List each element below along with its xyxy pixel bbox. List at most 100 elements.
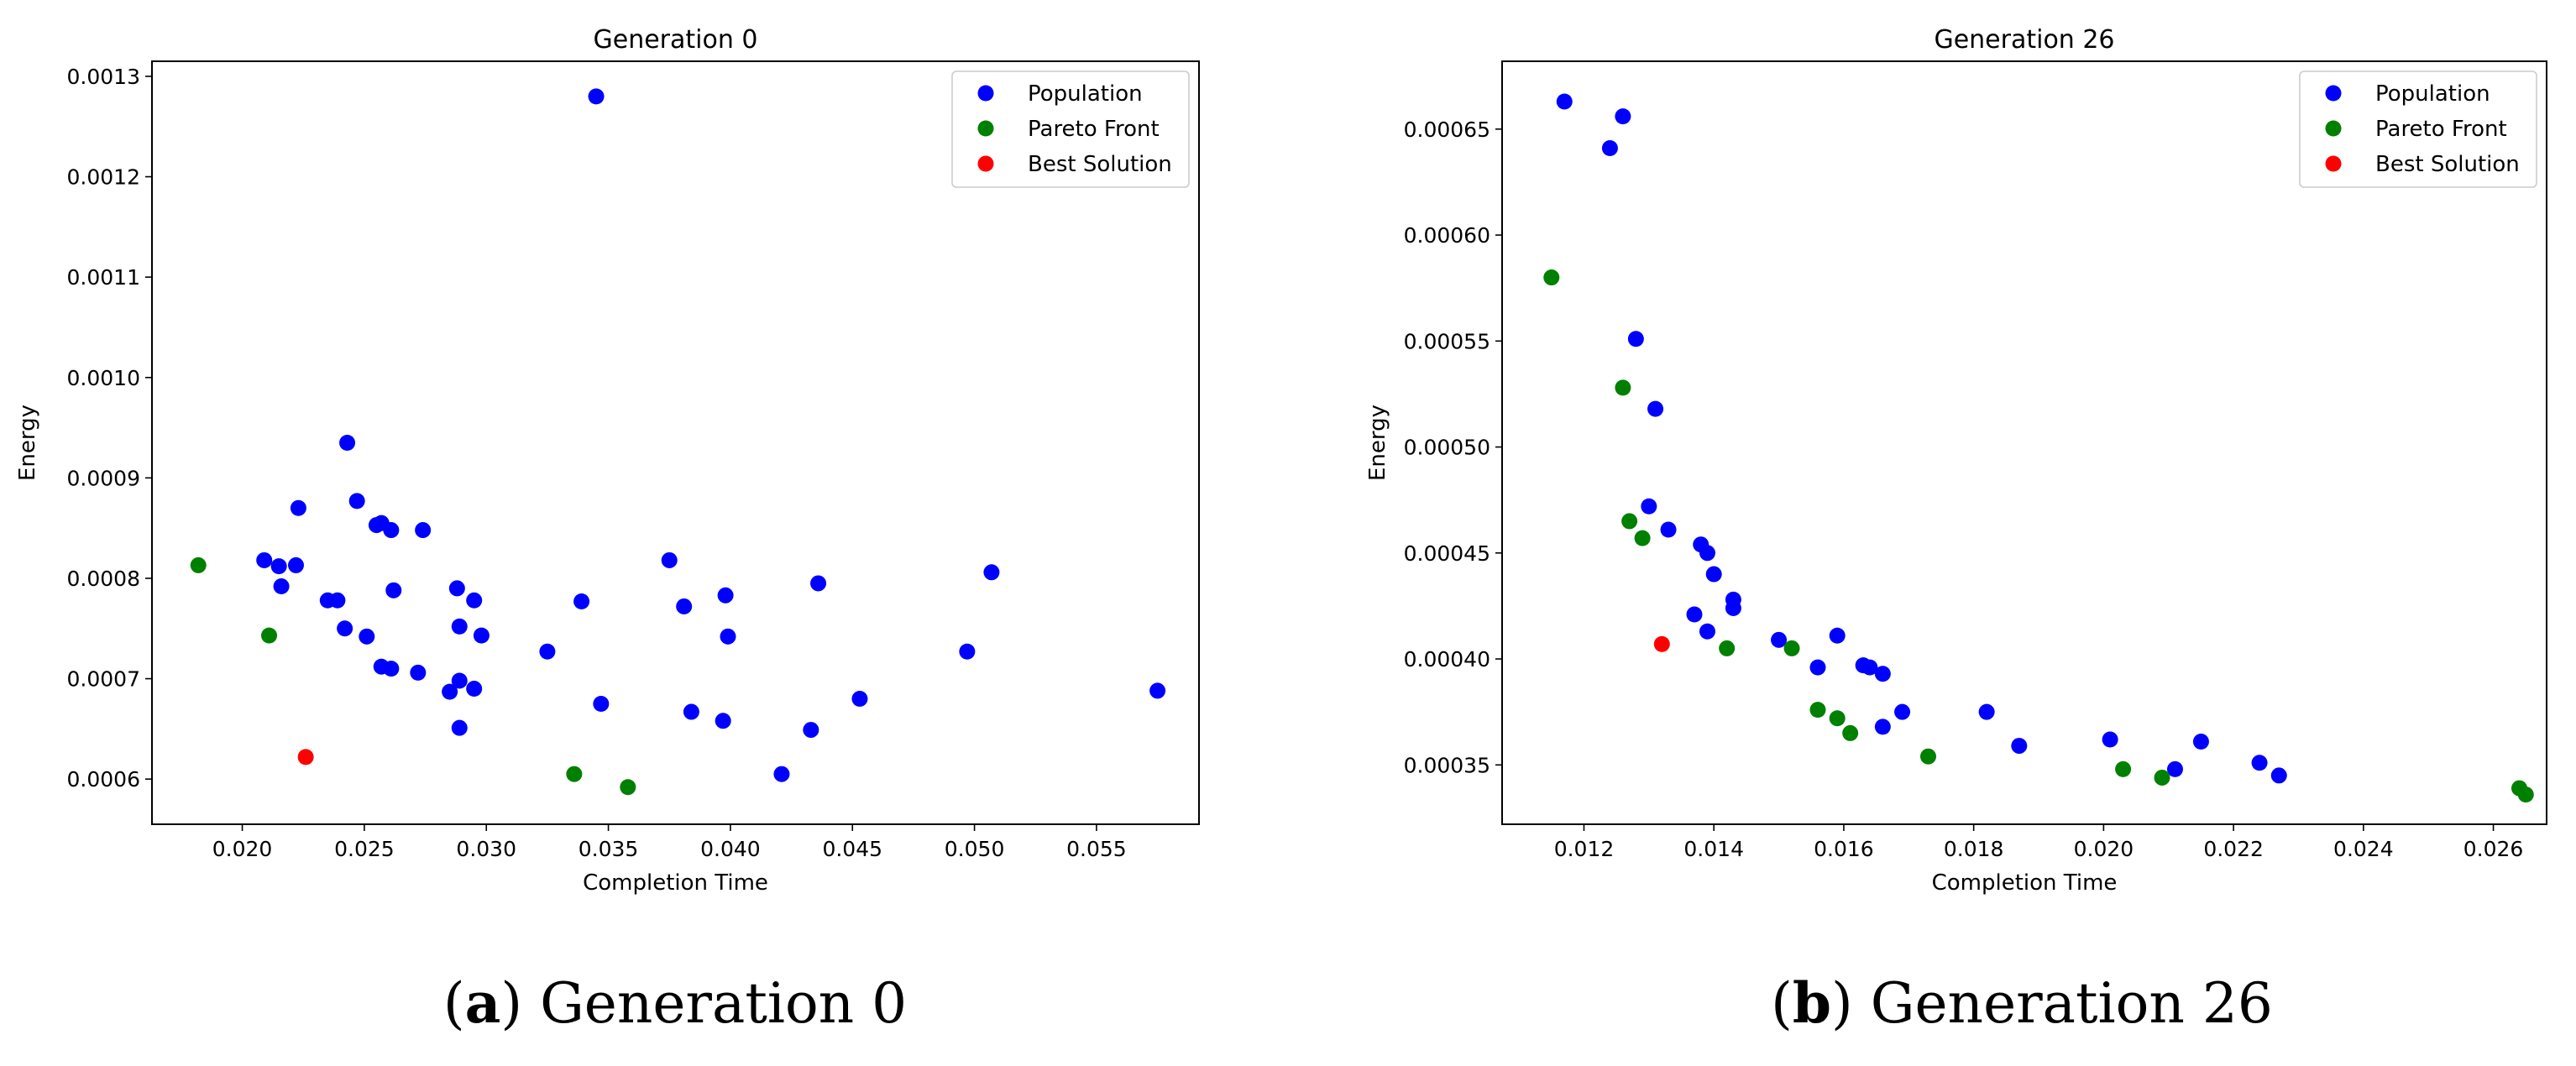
data-point-pareto-front <box>1783 640 1800 656</box>
data-point-pareto-front <box>1543 269 1560 286</box>
data-point-population <box>1725 599 1741 616</box>
data-point-population <box>720 628 736 645</box>
data-point-population <box>1894 703 1911 720</box>
x-axis-label: Completion Time <box>1932 870 2118 896</box>
chart-title: Generation 26 <box>1934 25 2114 55</box>
legend: Population Pareto Front Best Solution <box>951 71 1190 188</box>
chart-title: Generation 0 <box>594 25 758 55</box>
data-point-population <box>337 620 353 637</box>
legend-marker <box>977 120 994 137</box>
data-point-pareto-front <box>190 557 207 573</box>
data-point-best-solution <box>1653 635 1670 652</box>
x-tick-label: 0.024 <box>2333 837 2394 861</box>
data-point-population <box>273 578 290 595</box>
data-point-population <box>2102 731 2118 748</box>
y-tick-label: 0.0013 <box>67 65 140 89</box>
y-tick-label: 0.0012 <box>67 165 140 190</box>
data-point-population <box>1601 140 1618 157</box>
data-point-population <box>466 681 483 698</box>
caption-letter: a <box>465 970 501 1036</box>
data-point-population <box>442 683 458 700</box>
data-point-population <box>270 558 287 575</box>
data-point-pareto-front <box>1842 724 1859 741</box>
data-point-population <box>1874 666 1891 682</box>
data-point-pareto-front <box>1634 530 1651 546</box>
data-point-population <box>539 643 556 660</box>
legend-label: Best Solution <box>1028 152 1172 177</box>
data-point-population <box>593 695 610 712</box>
chart-generation-26: Generation 26 0.012 0.014 0.016 0.018 0.020 0.… <box>1365 25 2547 1036</box>
data-point-population <box>256 551 273 568</box>
data-point-best-solution <box>297 749 314 766</box>
legend-label: Pareto Front <box>2375 117 2507 142</box>
data-point-pareto-front <box>261 627 278 644</box>
x-tick-label: 0.026 <box>2463 837 2524 861</box>
caption-open-paren: ( <box>443 971 465 1036</box>
data-point-population <box>287 557 304 573</box>
data-point-population <box>383 522 400 539</box>
data-point-population <box>348 493 365 509</box>
data-point-pareto-front <box>1621 513 1638 530</box>
data-point-pareto-front <box>1920 748 1937 765</box>
data-point-population <box>1660 521 1677 538</box>
data-point-population <box>410 664 427 681</box>
y-tick-label: 0.0010 <box>67 366 140 390</box>
y-tick-label: 0.0007 <box>67 667 140 692</box>
y-tick-label: 0.00065 <box>1404 118 1490 142</box>
data-point-population <box>1686 606 1703 623</box>
legend: Population Pareto Front Best Solution <box>2299 71 2537 188</box>
data-point-population <box>448 580 465 597</box>
figure-caption: (b) Generation 26 <box>1771 970 2273 1036</box>
x-tick-label: 0.018 <box>1944 837 2004 861</box>
data-point-population <box>1829 627 1846 644</box>
caption-close-paren: ) <box>1831 971 1853 1036</box>
data-point-population <box>1627 331 1644 347</box>
data-point-pareto-front <box>1829 710 1846 727</box>
x-tick-label: 0.055 <box>1066 837 1127 861</box>
data-point-pareto-front <box>2115 760 2132 777</box>
data-point-population <box>1699 623 1715 640</box>
data-point-population <box>1699 545 1715 562</box>
y-tick-label: 0.0009 <box>67 466 140 490</box>
data-point-population <box>661 551 678 568</box>
data-point-pareto-front <box>1809 702 1826 719</box>
data-point-population <box>588 88 605 105</box>
y-tick-label: 0.0008 <box>67 567 140 591</box>
data-point-population <box>1809 659 1826 676</box>
y-tick-label: 0.0011 <box>67 265 140 290</box>
y-tick-label: 0.00040 <box>1404 647 1490 671</box>
data-point-population <box>1874 719 1891 735</box>
data-point-population <box>383 661 400 677</box>
data-point-population <box>451 618 468 635</box>
caption-close-paren: ) <box>500 971 522 1036</box>
plot-frame <box>1501 60 2547 825</box>
legend-marker <box>2325 155 2342 172</box>
data-point-population <box>385 582 402 598</box>
x-tick-label: 0.040 <box>700 837 761 861</box>
data-point-population <box>1771 631 1788 648</box>
data-point-population <box>676 598 693 614</box>
data-point-population <box>473 627 490 644</box>
legend-marker <box>977 85 994 102</box>
y-tick-label: 0.0006 <box>67 767 140 792</box>
legend-marker <box>2325 120 2342 137</box>
data-point-population <box>715 713 731 729</box>
data-point-pareto-front <box>566 766 583 782</box>
data-point-pareto-front <box>1615 379 1631 396</box>
y-tick-label: 0.00050 <box>1404 436 1490 460</box>
data-point-population <box>2166 760 2183 777</box>
data-point-population <box>1861 659 1878 676</box>
data-point-population <box>851 690 868 707</box>
legend-label: Population <box>2375 81 2490 107</box>
legend-label: Best Solution <box>2375 152 2520 177</box>
figure-caption: (a) Generation 0 <box>443 970 907 1036</box>
data-point-population <box>1556 93 1573 110</box>
x-tick-label: 0.014 <box>1683 837 1744 861</box>
plot-frame <box>151 60 1200 825</box>
x-tick-label: 0.016 <box>1814 837 1874 861</box>
x-tick-label: 0.020 <box>2074 837 2134 861</box>
y-tick-label: 0.00060 <box>1404 223 1490 248</box>
data-point-population <box>2251 755 2268 771</box>
data-point-population <box>810 575 827 592</box>
